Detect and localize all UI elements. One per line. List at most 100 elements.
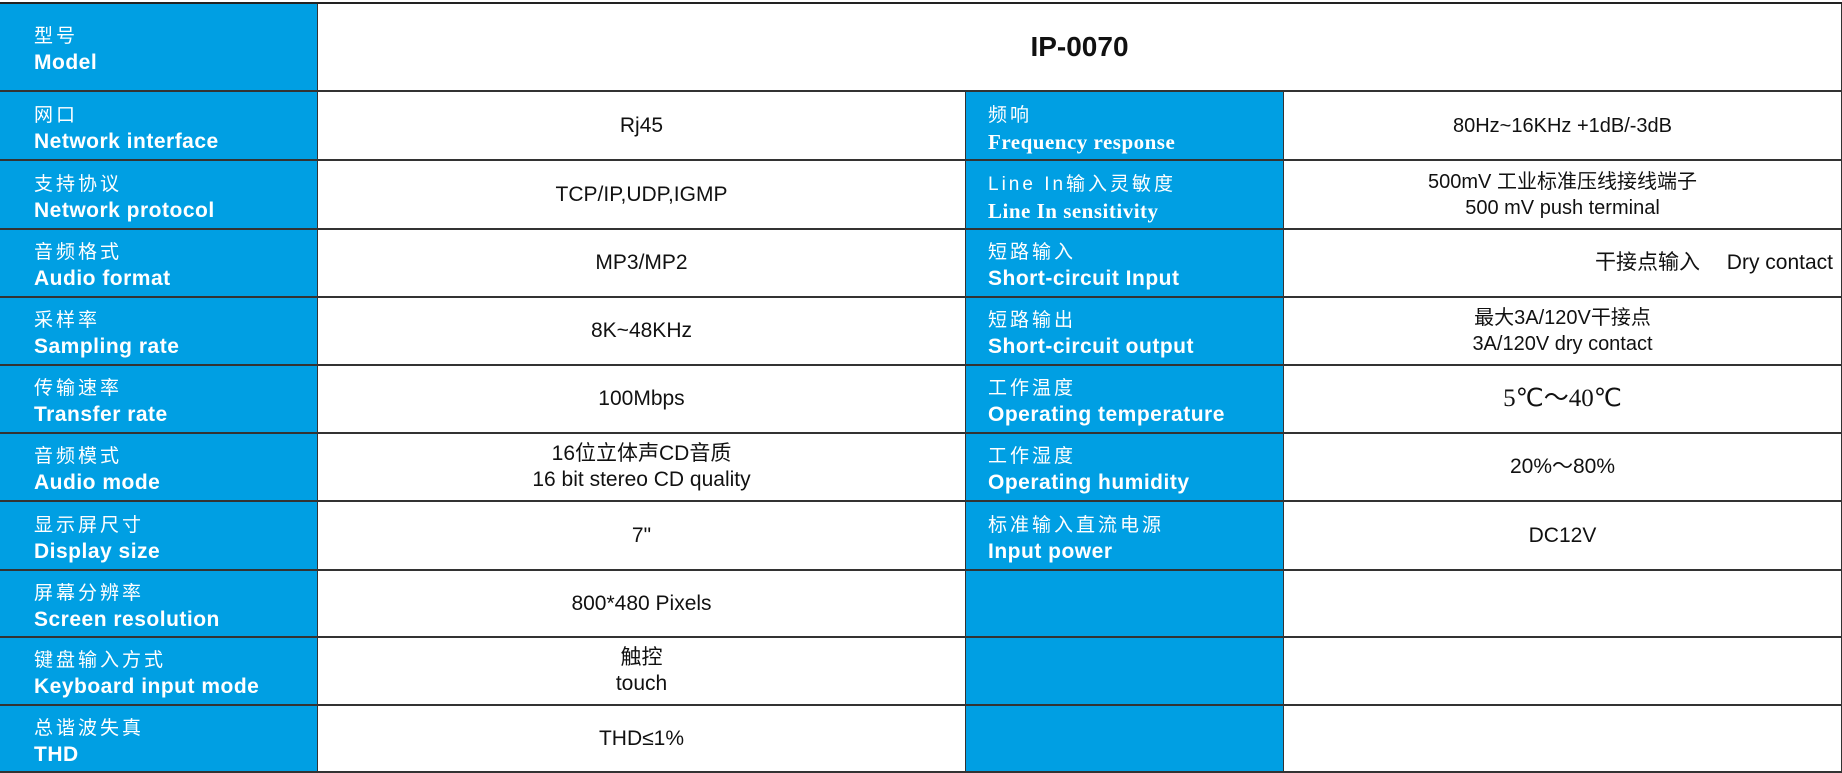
right-value-1: 500mV 工业标准压线接线端子 500 mV push terminal bbox=[1284, 161, 1842, 230]
label-zh: 工作湿度 bbox=[988, 446, 1077, 467]
value-line: 500mV 工业标准压线接线端子 bbox=[1428, 170, 1697, 193]
left-label-5: 音频模式 Audio mode bbox=[0, 434, 318, 502]
label-en: Line In sensitivity bbox=[988, 198, 1159, 223]
label-en: Network protocol bbox=[34, 198, 215, 222]
right-label-8 bbox=[966, 638, 1284, 706]
label-zh: 传输速率 bbox=[34, 378, 123, 399]
label-en: Sampling rate bbox=[34, 335, 180, 358]
label-en: Short-circuit Input bbox=[988, 267, 1180, 290]
left-value-6: 7" bbox=[318, 502, 966, 571]
label-zh: 音频格式 bbox=[34, 242, 123, 263]
right-label-2: 短路输入 Short-circuit Input bbox=[966, 230, 1284, 298]
left-label-3: 采样率 Sampling rate bbox=[0, 298, 318, 366]
left-label-9: 总谐波失真 THD bbox=[0, 706, 318, 773]
label-zh: 键盘输入方式 bbox=[34, 650, 167, 671]
value-line: DC12V bbox=[1528, 523, 1597, 547]
right-label-9 bbox=[966, 706, 1284, 773]
value-line: 500 mV push terminal bbox=[1465, 196, 1660, 219]
model-value: IP-0070 bbox=[318, 4, 1842, 92]
right-label-1: Line In输入灵敏度 Line In sensitivity bbox=[966, 161, 1284, 230]
left-label-6: 显示屏尺寸 Display size bbox=[0, 502, 318, 571]
right-value-3: 最大3A/120V干接点 3A/120V dry contact bbox=[1284, 298, 1842, 366]
value-line: TCP/IP,UDP,IGMP bbox=[555, 182, 728, 206]
right-value-8 bbox=[1284, 638, 1842, 706]
label-en: Short-circuit output bbox=[988, 335, 1194, 358]
left-label-4: 传输速率 Transfer rate bbox=[0, 366, 318, 434]
value-line: 16位立体声CD音质 bbox=[551, 442, 732, 465]
label-zh: 网口 bbox=[34, 104, 79, 126]
value-line: Rj45 bbox=[619, 113, 664, 137]
label-zh: 支持协议 bbox=[34, 173, 123, 195]
label-en: Frequency response bbox=[988, 129, 1176, 154]
label-en: Display size bbox=[34, 539, 161, 563]
right-value-4: 5℃～40℃ bbox=[1284, 366, 1842, 434]
right-label-0: 频响 Frequency response bbox=[966, 92, 1284, 161]
left-label-2: 音频格式 Audio format bbox=[0, 230, 318, 298]
label-en: Network interface bbox=[34, 129, 219, 153]
label-en: THD bbox=[34, 742, 79, 766]
label-zh: 采样率 bbox=[34, 310, 101, 331]
left-value-7: 800*480 Pixels bbox=[318, 571, 966, 638]
label-zh: Line In输入灵敏度 bbox=[988, 173, 1177, 195]
value-line: 800*480 Pixels bbox=[571, 591, 712, 615]
label-en: Input power bbox=[988, 539, 1113, 563]
value-line: THD≤1% bbox=[598, 726, 685, 750]
value-line: 5℃～40℃ bbox=[1503, 385, 1622, 412]
label-en: Audio format bbox=[34, 267, 171, 290]
label-zh: 短路输入 bbox=[988, 242, 1077, 263]
value-line: touch bbox=[615, 672, 668, 695]
label-en: Model bbox=[34, 51, 98, 74]
right-value-6: DC12V bbox=[1284, 502, 1842, 571]
label-zh: 音频模式 bbox=[34, 446, 123, 467]
right-value-2: 干接点输入 Dry contact bbox=[1284, 230, 1842, 298]
label-en: Operating humidity bbox=[988, 471, 1190, 494]
left-value-2: MP3/MP2 bbox=[318, 230, 966, 298]
value-line: 干接点输入 Dry contact bbox=[1594, 251, 1833, 274]
label-en: Keyboard input mode bbox=[34, 675, 260, 698]
value-line: 20%～80% bbox=[1509, 455, 1616, 478]
left-label-8: 键盘输入方式 Keyboard input mode bbox=[0, 638, 318, 706]
value-line: 16 bit stereo CD quality bbox=[532, 468, 751, 491]
right-label-3: 短路输出 Short-circuit output bbox=[966, 298, 1284, 366]
right-label-6: 标准输入直流电源 Input power bbox=[966, 502, 1284, 571]
label-en: Screen resolution bbox=[34, 607, 220, 631]
label-zh: 显示屏尺寸 bbox=[34, 514, 145, 536]
right-label-7 bbox=[966, 571, 1284, 638]
right-value-5: 20%～80% bbox=[1284, 434, 1842, 502]
value-line: 80Hz~16KHz +1dB/-3dB bbox=[1452, 114, 1673, 137]
right-label-5: 工作湿度 Operating humidity bbox=[966, 434, 1284, 502]
label-zh: 标准输入直流电源 bbox=[988, 514, 1165, 536]
right-label-4: 工作温度 Operating temperature bbox=[966, 366, 1284, 434]
right-value-0: 80Hz~16KHz +1dB/-3dB bbox=[1284, 92, 1842, 161]
label-en: Operating temperature bbox=[988, 403, 1225, 426]
right-value-9 bbox=[1284, 706, 1842, 773]
left-label-7: 屏幕分辨率 Screen resolution bbox=[0, 571, 318, 638]
value-line: 触控 bbox=[620, 646, 663, 669]
left-value-3: 8K~48KHz bbox=[318, 298, 966, 366]
left-value-8: 触控 touch bbox=[318, 638, 966, 706]
label-en: Audio mode bbox=[34, 471, 161, 494]
value-line: 最大3A/120V干接点 bbox=[1474, 307, 1651, 329]
left-value-4: 100Mbps bbox=[318, 366, 966, 434]
label-zh: 屏幕分辨率 bbox=[34, 582, 145, 604]
value-line: MP3/MP2 bbox=[595, 251, 688, 274]
left-value-0: Rj45 bbox=[318, 92, 966, 161]
label-zh: 型号 bbox=[34, 26, 79, 47]
model-label: 型号 Model bbox=[0, 4, 318, 92]
label-en: Transfer rate bbox=[34, 403, 168, 426]
right-value-7 bbox=[1284, 571, 1842, 638]
label-zh: 工作温度 bbox=[988, 378, 1077, 399]
left-value-1: TCP/IP,UDP,IGMP bbox=[318, 161, 966, 230]
left-label-1: 支持协议 Network protocol bbox=[0, 161, 318, 230]
value-line: 100Mbps bbox=[598, 387, 685, 410]
left-value-5: 16位立体声CD音质 16 bit stereo CD quality bbox=[318, 434, 966, 502]
left-value-9: THD≤1% bbox=[318, 706, 966, 773]
value-line: 7" bbox=[631, 523, 652, 547]
label-zh: 短路输出 bbox=[988, 310, 1077, 331]
value-line: 8K~48KHz bbox=[591, 319, 692, 342]
value-line: 3A/120V dry contact bbox=[1472, 333, 1653, 355]
label-zh: 总谐波失真 bbox=[34, 717, 145, 739]
label-zh: 频响 bbox=[988, 104, 1033, 126]
left-label-0: 网口 Network interface bbox=[0, 92, 318, 161]
